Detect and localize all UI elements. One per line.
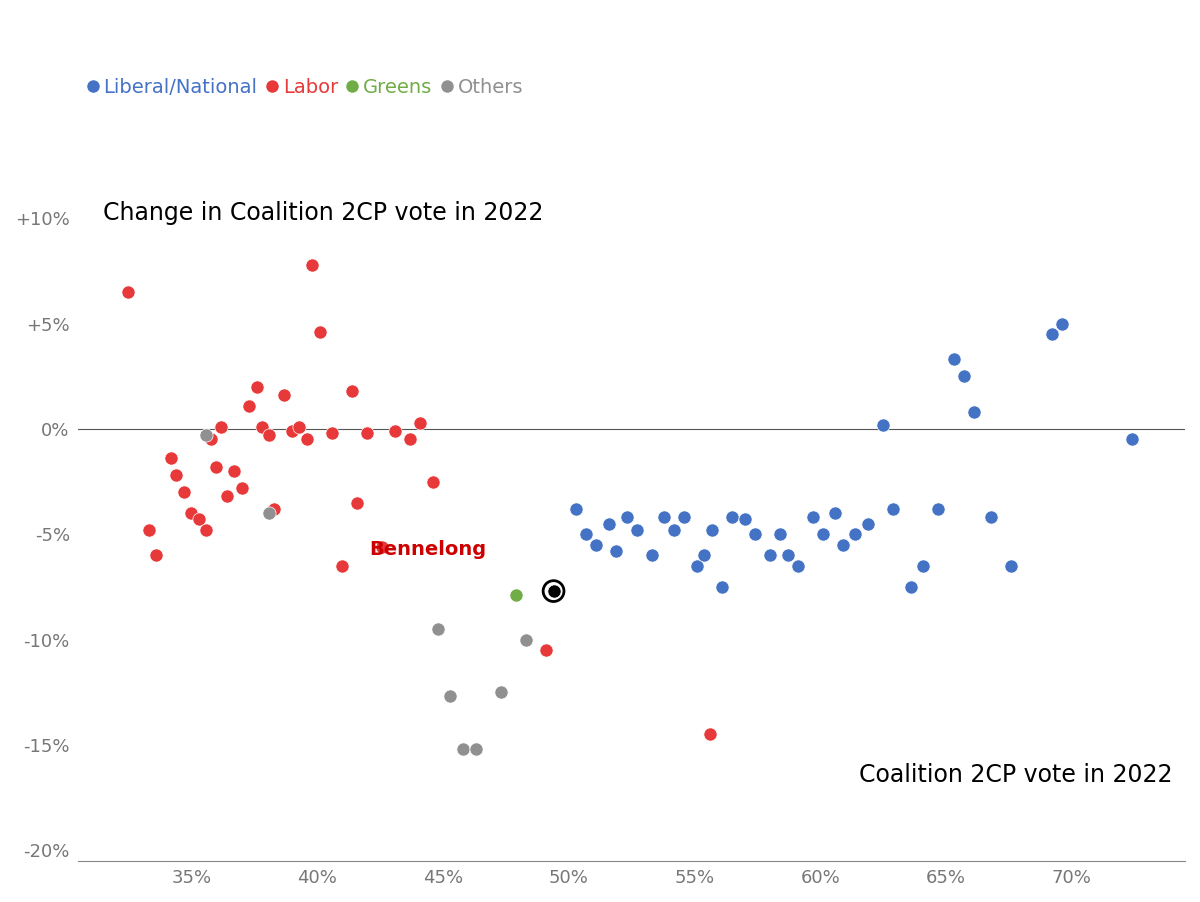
Point xyxy=(506,588,526,603)
Point xyxy=(265,502,284,516)
Point xyxy=(440,689,460,704)
Point xyxy=(901,580,920,594)
Point xyxy=(252,419,271,434)
Point xyxy=(259,506,278,520)
Point xyxy=(536,643,556,658)
Point xyxy=(544,584,563,598)
Point xyxy=(282,424,301,438)
Point xyxy=(323,426,342,440)
Point xyxy=(206,460,226,474)
Point xyxy=(944,352,964,366)
Point xyxy=(713,580,732,594)
Point xyxy=(146,548,166,563)
Point xyxy=(577,527,596,541)
Point xyxy=(642,548,661,563)
Point xyxy=(826,506,845,520)
Point xyxy=(626,523,646,538)
Text: Bennelong: Bennelong xyxy=(370,540,486,559)
Point xyxy=(232,481,251,495)
Point xyxy=(964,405,983,419)
Point xyxy=(275,388,294,402)
Point xyxy=(700,727,719,741)
Point xyxy=(466,741,485,756)
Point xyxy=(1052,317,1072,331)
Point xyxy=(846,527,865,541)
Point xyxy=(929,502,948,516)
Point xyxy=(587,538,606,552)
Point xyxy=(217,489,236,503)
Point xyxy=(240,399,259,413)
Point xyxy=(1042,327,1061,341)
Point xyxy=(858,517,877,531)
Point xyxy=(202,432,221,446)
Text: Change in Coalition 2CP vote in 2022: Change in Coalition 2CP vote in 2022 xyxy=(103,201,544,226)
Point xyxy=(607,544,626,558)
Point xyxy=(212,419,232,434)
Point xyxy=(197,523,216,538)
Point xyxy=(833,538,852,552)
Point xyxy=(954,369,973,383)
Point xyxy=(197,428,216,443)
Point xyxy=(745,527,764,541)
Point xyxy=(348,495,367,510)
Point xyxy=(302,257,322,272)
Point xyxy=(788,558,808,573)
Point xyxy=(224,464,244,478)
Point xyxy=(190,512,209,527)
Point xyxy=(982,511,1001,525)
Point xyxy=(290,419,310,434)
Legend: Liberal/National, Labor, Greens, Others: Liberal/National, Labor, Greens, Others xyxy=(88,78,523,97)
Point xyxy=(913,558,932,573)
Point xyxy=(424,474,443,489)
Point xyxy=(516,632,535,647)
Point xyxy=(674,511,694,525)
Point xyxy=(736,512,755,527)
Point xyxy=(688,558,707,573)
Point xyxy=(566,502,586,516)
Point xyxy=(883,502,902,516)
Point xyxy=(761,548,780,563)
Point xyxy=(332,558,352,573)
Point xyxy=(617,511,636,525)
Point xyxy=(491,685,510,699)
Point xyxy=(343,383,362,398)
Point xyxy=(695,548,714,563)
Point xyxy=(259,428,278,443)
Point xyxy=(401,432,420,446)
Point xyxy=(167,468,186,483)
Point xyxy=(174,485,193,500)
Point xyxy=(1122,432,1141,446)
Point xyxy=(410,416,430,430)
Point xyxy=(385,424,404,438)
Point xyxy=(454,741,473,756)
Point xyxy=(358,426,377,440)
Point xyxy=(770,527,790,541)
Point xyxy=(139,523,158,538)
Point xyxy=(298,432,317,446)
Point xyxy=(665,523,684,538)
Point xyxy=(247,380,266,394)
Point xyxy=(874,418,893,432)
Point xyxy=(181,506,200,520)
Point xyxy=(814,527,833,541)
Text: Coalition 2CP vote in 2022: Coalition 2CP vote in 2022 xyxy=(859,763,1172,787)
Point xyxy=(702,523,721,538)
Point xyxy=(1002,558,1021,573)
Point xyxy=(162,451,181,465)
Point xyxy=(544,584,563,598)
Point xyxy=(373,539,392,554)
Point xyxy=(803,511,822,525)
Point xyxy=(310,325,329,339)
Point xyxy=(722,511,742,525)
Point xyxy=(655,511,674,525)
Point xyxy=(428,621,448,636)
Point xyxy=(599,517,618,531)
Point xyxy=(119,285,138,299)
Point xyxy=(778,548,797,563)
